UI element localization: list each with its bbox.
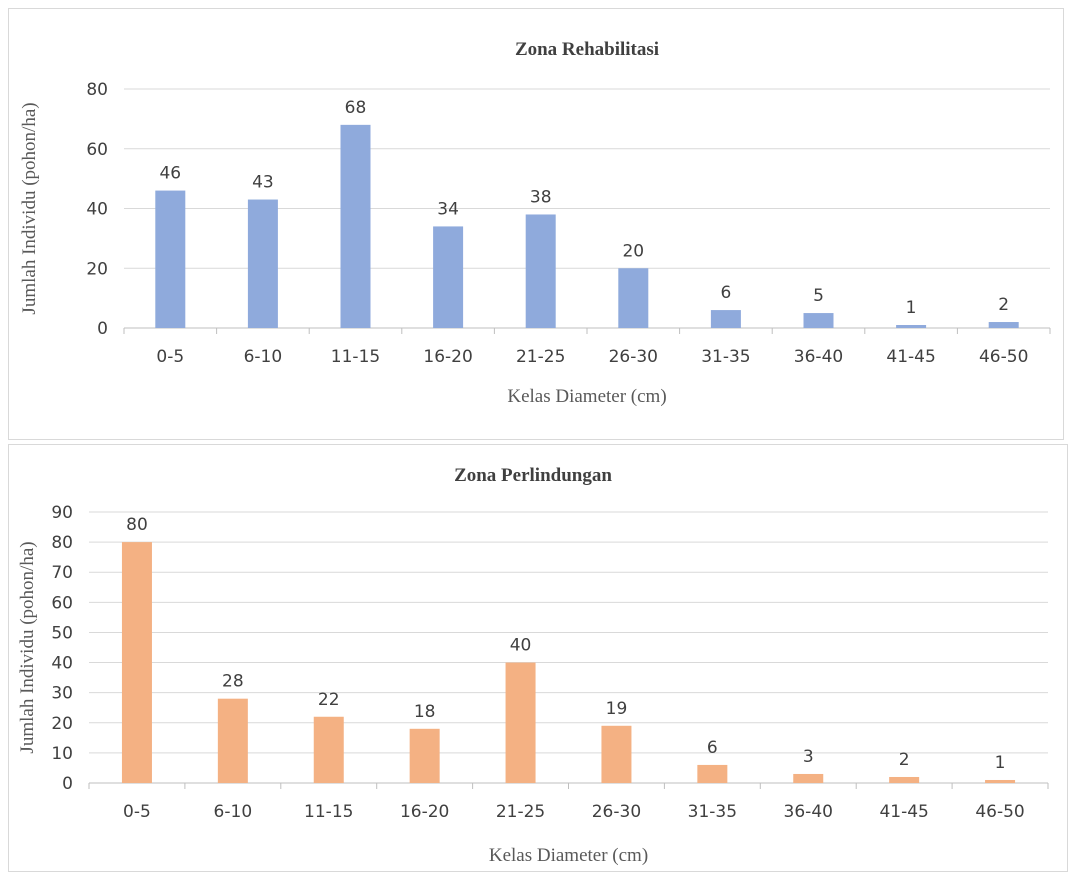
data-label-16-20: 18 [414, 702, 436, 722]
y-tick-label: 20 [86, 259, 108, 279]
x-tick-label-6-10: 6-10 [214, 802, 253, 822]
data-label-21-25: 40 [510, 636, 532, 656]
x-tick-label-31-35: 31-35 [701, 347, 750, 367]
bar-26-30 [618, 268, 649, 328]
x-tick-label-11-15: 11-15 [331, 347, 380, 367]
data-label-46-50: 2 [998, 295, 1009, 315]
data-label-31-35: 6 [720, 283, 731, 303]
data-label-6-10: 28 [222, 672, 244, 692]
data-label-6-10: 43 [252, 173, 274, 193]
bar-16-20 [409, 728, 440, 783]
y-tick-label: 10 [51, 744, 73, 764]
y-tick-label: 40 [86, 200, 108, 220]
y-tick-label: 70 [51, 563, 73, 583]
data-label-26-30: 20 [622, 241, 644, 261]
data-label-11-15: 22 [318, 690, 340, 710]
bar-0-5 [121, 542, 152, 783]
data-label-31-35: 6 [707, 738, 718, 758]
bar-16-20 [433, 226, 464, 328]
bar-21-25 [505, 662, 536, 783]
y-tick-label: 60 [51, 593, 73, 613]
bar-36-40 [803, 313, 834, 328]
y-axis-title: Jumlah Individu (pohon/ha) [17, 541, 38, 753]
x-tick-label-31-35: 31-35 [688, 802, 737, 822]
data-label-36-40: 3 [803, 747, 814, 767]
y-tick-label: 0 [97, 319, 108, 339]
y-tick-label: 80 [51, 533, 73, 553]
y-tick-label: 20 [51, 714, 73, 734]
x-tick-label-46-50: 46-50 [979, 347, 1028, 367]
bar-41-45 [889, 776, 920, 783]
bar-21-25 [525, 214, 556, 328]
x-tick-label-36-40: 36-40 [784, 802, 833, 822]
x-tick-label-0-5: 0-5 [156, 347, 184, 367]
x-tick-label-26-30: 26-30 [592, 802, 641, 822]
x-axis-title: Kelas Diameter (cm) [507, 386, 666, 407]
y-tick-label: 50 [51, 623, 73, 643]
y-tick-label: 80 [86, 80, 108, 100]
bar-31-35 [710, 310, 741, 328]
data-label-0-5: 80 [126, 515, 148, 535]
x-tick-label-6-10: 6-10 [244, 347, 283, 367]
x-tick-label-21-25: 21-25 [496, 802, 545, 822]
y-tick-label: 60 [86, 140, 108, 160]
x-tick-label-46-50: 46-50 [975, 802, 1024, 822]
data-label-36-40: 5 [813, 286, 824, 306]
x-axis-title: Kelas Diameter (cm) [489, 845, 648, 866]
y-axis-title: Jumlah Individu (pohon/ha) [19, 102, 40, 314]
y-tick-label: 90 [51, 503, 73, 523]
bar-41-45 [896, 325, 927, 328]
data-label-41-45: 2 [899, 750, 910, 770]
x-tick-label-21-25: 21-25 [516, 347, 565, 367]
data-label-21-25: 38 [530, 187, 552, 207]
x-tick-label-26-30: 26-30 [609, 347, 658, 367]
x-tick-label-16-20: 16-20 [423, 347, 472, 367]
chart-zona-rehabilitasi: Zona Rehabilitasi 0 20 40 60 80 46 0-5 43 6-10 68 1… [8, 8, 1064, 440]
y-tick-label: 40 [51, 654, 73, 674]
data-label-46-50: 1 [995, 753, 1006, 773]
bar-11-15 [313, 716, 344, 783]
bar-31-35 [697, 764, 728, 783]
data-label-41-45: 1 [906, 298, 917, 318]
chart-zona-perlindungan: Zona Perlindungan 0 10 20 30 40 50 60 70 80 90 80 0-… [8, 444, 1068, 872]
x-tick-label-41-45: 41-45 [886, 347, 935, 367]
data-label-0-5: 46 [159, 164, 181, 184]
data-label-16-20: 34 [437, 199, 459, 219]
y-tick-label: 30 [51, 684, 73, 704]
chart-title-rehabilitasi: Zona Rehabilitasi [515, 39, 659, 60]
bar-6-10 [247, 199, 278, 328]
x-tick-label-41-45: 41-45 [879, 802, 928, 822]
bar-6-10 [217, 698, 248, 783]
x-tick-label-36-40: 36-40 [794, 347, 843, 367]
bar-11-15 [340, 124, 371, 328]
bar-46-50 [985, 779, 1016, 783]
x-tick-label-11-15: 11-15 [304, 802, 353, 822]
data-label-26-30: 19 [606, 699, 628, 719]
bar-0-5 [155, 190, 186, 328]
bar-36-40 [793, 773, 824, 783]
chart-svg-perlindungan: Zona Perlindungan 0 10 20 30 40 50 60 70 80 90 80 0-… [17, 465, 1049, 866]
x-tick-label-16-20: 16-20 [400, 802, 449, 822]
chart-svg-rehabilitasi: Zona Rehabilitasi 0 20 40 60 80 46 0-5 43 6-10 68 1… [19, 39, 1051, 407]
x-tick-label-0-5: 0-5 [123, 802, 151, 822]
y-tick-label: 0 [62, 774, 73, 794]
bar-26-30 [601, 725, 632, 783]
chart-title-perlindungan: Zona Perlindungan [454, 465, 612, 486]
bar-46-50 [988, 322, 1019, 328]
data-label-11-15: 68 [345, 98, 367, 118]
